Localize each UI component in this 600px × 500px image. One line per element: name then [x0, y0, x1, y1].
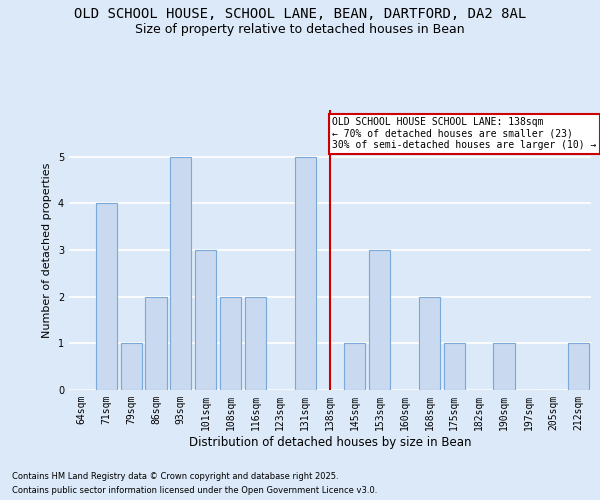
Y-axis label: Number of detached properties: Number of detached properties [43, 162, 52, 338]
Bar [170, 156, 191, 390]
Bar [493, 344, 515, 390]
Bar [444, 344, 465, 390]
Bar [96, 204, 117, 390]
Bar [195, 250, 216, 390]
Text: Contains public sector information licensed under the Open Government Licence v3: Contains public sector information licen… [12, 486, 377, 495]
Bar [245, 296, 266, 390]
Text: OLD SCHOOL HOUSE SCHOOL LANE: 138sqm
← 70% of detached houses are smaller (23)
3: OLD SCHOOL HOUSE SCHOOL LANE: 138sqm ← 7… [332, 117, 597, 150]
Bar [145, 296, 167, 390]
Text: OLD SCHOOL HOUSE, SCHOOL LANE, BEAN, DARTFORD, DA2 8AL: OLD SCHOOL HOUSE, SCHOOL LANE, BEAN, DAR… [74, 8, 526, 22]
X-axis label: Distribution of detached houses by size in Bean: Distribution of detached houses by size … [189, 436, 471, 448]
Bar [121, 344, 142, 390]
Bar [295, 156, 316, 390]
Bar [568, 344, 589, 390]
Bar [344, 344, 365, 390]
Bar [419, 296, 440, 390]
Bar [369, 250, 390, 390]
Bar [220, 296, 241, 390]
Text: Size of property relative to detached houses in Bean: Size of property relative to detached ho… [135, 22, 465, 36]
Text: Contains HM Land Registry data © Crown copyright and database right 2025.: Contains HM Land Registry data © Crown c… [12, 472, 338, 481]
